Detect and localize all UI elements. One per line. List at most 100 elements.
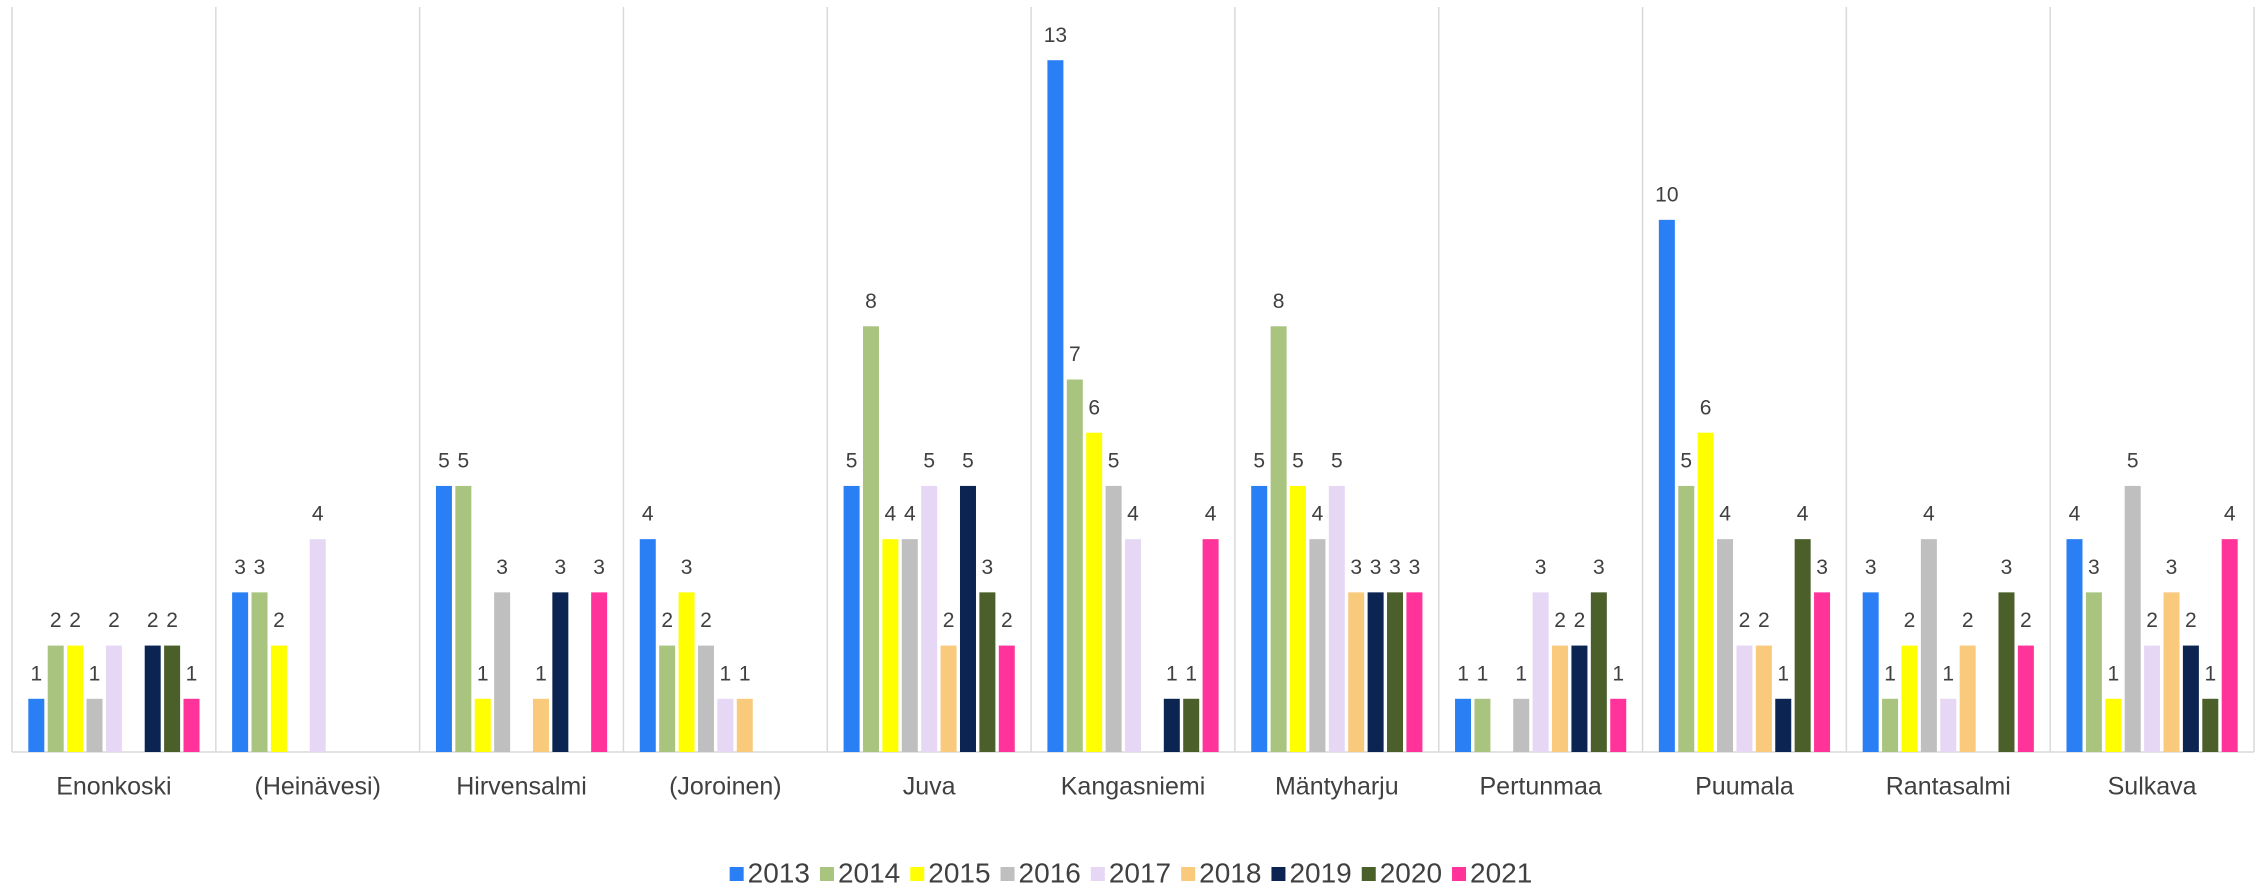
data-label: 3	[1816, 556, 1828, 579]
bar	[2144, 645, 2161, 752]
bar	[1998, 592, 2015, 752]
data-label: 3	[1409, 556, 1421, 579]
legend-label: 2017	[1109, 857, 1171, 888]
data-label: 1	[1477, 662, 1489, 685]
bar	[1882, 698, 1899, 752]
bar	[455, 485, 472, 752]
bar	[736, 698, 753, 752]
data-label: 4	[1923, 503, 1935, 526]
data-label: 3	[1389, 556, 1401, 579]
data-label: 2	[1554, 609, 1566, 632]
bar	[1920, 539, 1937, 752]
bar	[639, 539, 656, 752]
data-label: 2	[69, 609, 81, 632]
data-label: 1	[2107, 662, 2119, 685]
legend-label: 2015	[928, 857, 990, 888]
data-label: 2	[108, 609, 120, 632]
x-tick-label: Mäntyharju	[1275, 773, 1399, 801]
data-label: 4	[885, 503, 897, 526]
bar	[532, 698, 549, 752]
legend-label: 2016	[1019, 857, 1081, 888]
bar	[2105, 698, 2122, 752]
bar	[1086, 432, 1103, 752]
bar	[251, 592, 268, 752]
data-label: 2	[1001, 609, 1013, 632]
x-tick-label: Kangasniemi	[1061, 773, 1206, 801]
data-label: 4	[312, 503, 324, 526]
bar	[2066, 539, 2083, 752]
data-label: 1	[1612, 662, 1624, 685]
bar	[1513, 698, 1530, 752]
bar	[309, 539, 326, 752]
bar	[1387, 592, 1404, 752]
data-label: 3	[254, 556, 266, 579]
bar	[28, 698, 45, 752]
legend-swatch	[1452, 867, 1467, 881]
bar	[659, 645, 676, 752]
data-label: 5	[846, 449, 858, 472]
data-label: 2	[2146, 609, 2158, 632]
data-label: 5	[1680, 449, 1692, 472]
bar	[959, 485, 976, 752]
bar	[1610, 698, 1627, 752]
bar	[1105, 485, 1122, 752]
data-label: 10	[1655, 183, 1678, 206]
data-label: 1	[739, 662, 751, 685]
legend-swatch	[1361, 867, 1376, 881]
bar	[1455, 698, 1472, 752]
data-label: 4	[1205, 503, 1217, 526]
bar	[2163, 592, 2180, 752]
x-tick-label: Hirvensalmi	[456, 773, 587, 801]
data-label: 3	[2088, 556, 2100, 579]
data-label: 2	[147, 609, 159, 632]
bar	[494, 592, 511, 752]
bar	[1163, 698, 1180, 752]
bar	[2182, 645, 2199, 752]
legend-label: 2018	[1199, 857, 1261, 888]
bar	[1270, 326, 1287, 752]
data-label: 4	[1312, 503, 1324, 526]
bar	[940, 645, 957, 752]
data-label: 2	[1904, 609, 1916, 632]
data-label: 2	[1758, 609, 1770, 632]
legend-label: 2021	[1470, 857, 1532, 888]
data-label: 1	[89, 662, 101, 685]
bar	[183, 698, 200, 752]
bar	[1066, 379, 1083, 752]
x-tick-label: Sulkava	[2108, 773, 2197, 801]
bar	[474, 698, 491, 752]
data-label: 6	[1700, 396, 1712, 419]
data-label: 1	[1884, 662, 1896, 685]
legend-swatch	[1271, 867, 1286, 881]
data-label: 3	[555, 556, 567, 579]
data-label: 2	[2020, 609, 2032, 632]
data-label: 4	[904, 503, 916, 526]
legend-label: 2020	[1380, 857, 1442, 888]
x-tick-label: Juva	[903, 773, 956, 801]
bar	[1959, 645, 1976, 752]
bar	[998, 645, 1015, 752]
legend-swatch	[1000, 867, 1015, 881]
data-label: 2	[1739, 609, 1751, 632]
data-label: 4	[2224, 503, 2236, 526]
bar	[1202, 539, 1219, 752]
bar	[1736, 645, 1753, 752]
bar	[1552, 645, 1569, 752]
x-tick-label: (Joroinen)	[669, 773, 782, 801]
bar	[1658, 219, 1675, 752]
legend-label: 2013	[748, 857, 810, 888]
data-label: 5	[962, 449, 974, 472]
bar	[1047, 60, 1064, 752]
bar	[1532, 592, 1549, 752]
data-label: 1	[477, 662, 489, 685]
legend-swatch	[729, 867, 744, 881]
data-label: 4	[1719, 503, 1731, 526]
bar	[47, 645, 64, 752]
bar	[1697, 432, 1714, 752]
bar	[1328, 485, 1345, 752]
bar	[979, 592, 996, 752]
data-label: 8	[1273, 290, 1285, 313]
data-label: 2	[1574, 609, 1586, 632]
bar	[862, 326, 879, 752]
bar	[552, 592, 569, 752]
